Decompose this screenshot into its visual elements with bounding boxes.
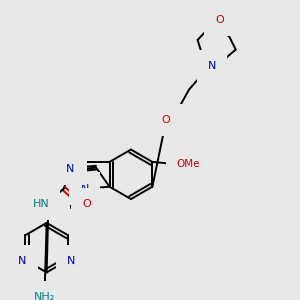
Text: N: N [66, 164, 75, 174]
Text: N: N [208, 61, 216, 71]
Text: O: O [82, 199, 91, 209]
Text: NH₂: NH₂ [34, 292, 56, 300]
Text: N: N [67, 159, 76, 169]
Text: N: N [18, 256, 26, 266]
Text: O: O [215, 15, 224, 25]
Text: OMe: OMe [177, 159, 200, 169]
Text: N: N [80, 184, 89, 194]
Text: N: N [67, 256, 75, 266]
Text: O: O [162, 115, 171, 125]
Text: HN: HN [32, 199, 49, 209]
